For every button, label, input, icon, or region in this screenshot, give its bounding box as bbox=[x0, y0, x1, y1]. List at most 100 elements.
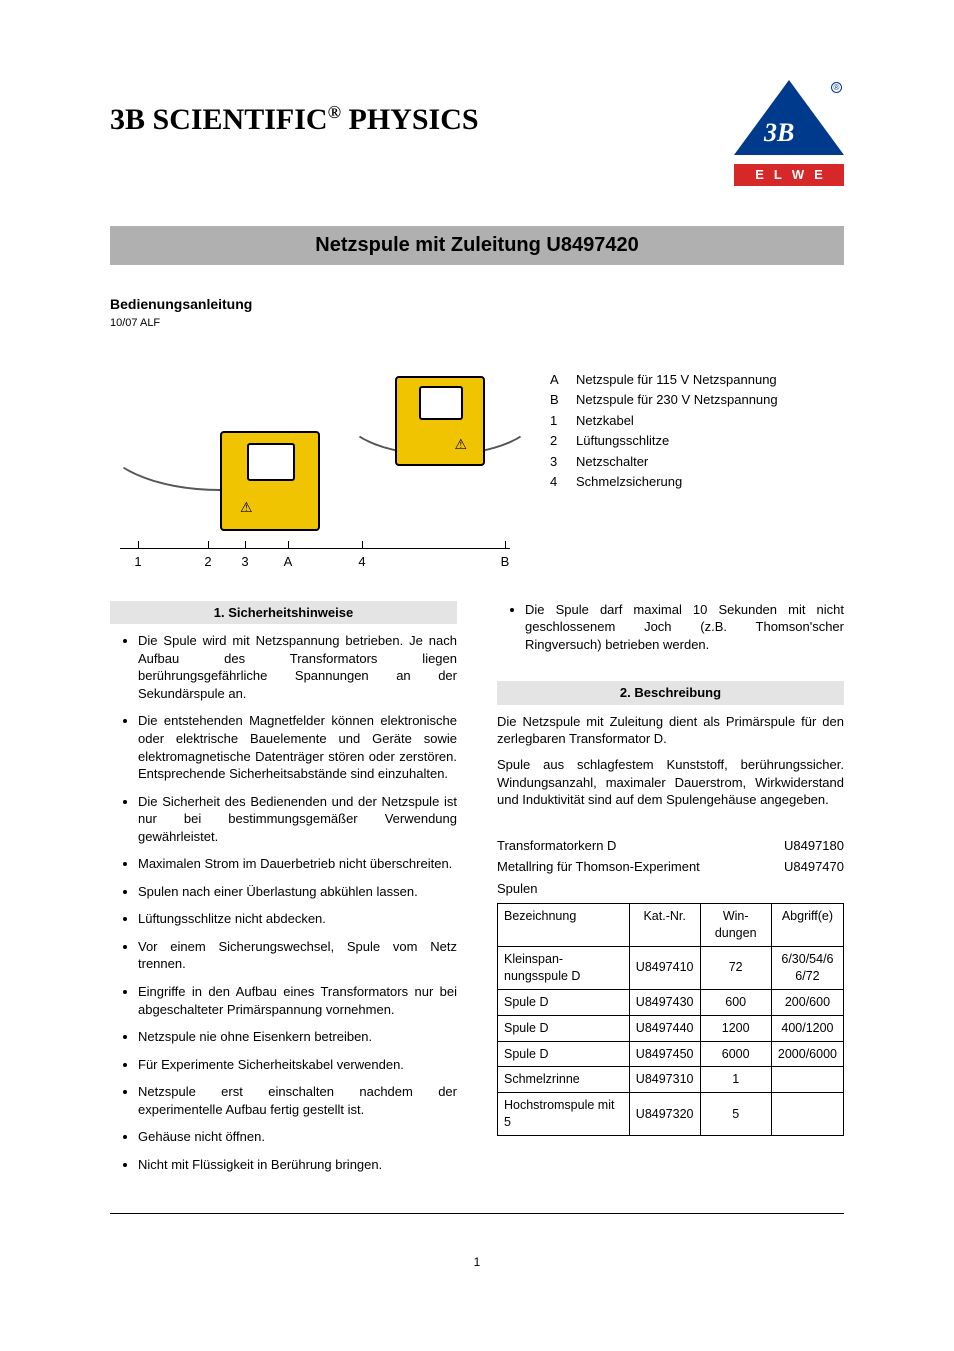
axis-tick-label: 3 bbox=[241, 553, 248, 571]
spacer bbox=[497, 817, 844, 837]
product-figure: ⚠ ⚠ 123A4B bbox=[110, 371, 510, 571]
legend-text: Netzspule für 230 V Netzspannung bbox=[576, 391, 778, 409]
bullet-item: Spulen nach einer Überlastung abkühlen l… bbox=[138, 883, 457, 901]
th-katnr: Kat.-Nr. bbox=[629, 904, 700, 947]
legend-row: B Netzspule für 230 V Netzspannung bbox=[550, 391, 778, 409]
section2-header: 2. Beschreibung bbox=[497, 681, 844, 705]
coil-hole-icon bbox=[419, 386, 463, 420]
logo: 3B ® E L W E bbox=[734, 80, 844, 186]
bullet-item: Für Experimente Sicherheitskabel verwend… bbox=[138, 1056, 457, 1074]
figure-row: ⚠ ⚠ 1 2 3 A 4 B ANetzspule für 115 V Netzspan… bbox=[110, 371, 844, 571]
axis-tick bbox=[362, 541, 363, 549]
table-cell: 6000 bbox=[700, 1041, 771, 1067]
ref-row: Metallring für Thomson-Experiment U84974… bbox=[497, 858, 844, 876]
table-cell: U8497450 bbox=[629, 1041, 700, 1067]
table-cell: U8497430 bbox=[629, 989, 700, 1015]
ref-code: U8497180 bbox=[784, 837, 844, 855]
table-cell: Spule D bbox=[498, 1015, 630, 1041]
warning-icon: ⚠ bbox=[240, 498, 253, 517]
table-cell: U8497320 bbox=[629, 1093, 700, 1136]
header-row: 3B SCIENTIFIC® PHYSICS 3B ® E L W E bbox=[110, 100, 844, 186]
th-windungen: Win­dungen bbox=[700, 904, 771, 947]
legend-text: Netzschalter bbox=[576, 453, 648, 471]
legend-key: 2 bbox=[550, 432, 564, 450]
logo-reg-icon: ® bbox=[831, 82, 842, 93]
table-cell: U8497410 bbox=[629, 947, 700, 990]
table-cell: Spule D bbox=[498, 1041, 630, 1067]
date-code: 10/07 ALF bbox=[110, 316, 844, 331]
table-cell bbox=[771, 1093, 843, 1136]
axis-tick-label: A bbox=[284, 553, 293, 571]
ref-name: Transformatorkern D bbox=[497, 837, 616, 855]
legend-key: B bbox=[550, 391, 564, 409]
th-bezeichnung: Bezeichnung bbox=[498, 904, 630, 947]
table-cell: 72 bbox=[700, 947, 771, 990]
bullet-item: Netzspule erst einschalten nachdem der e… bbox=[138, 1083, 457, 1118]
bullet-item: Die entstehenden Magnetfelder können ele… bbox=[138, 712, 457, 782]
safety-bullets-cont: Die Spule darf maximal 10 Sekunden mit n… bbox=[497, 601, 844, 654]
table-cell: U8497440 bbox=[629, 1015, 700, 1041]
ref-row: Transformatorkern D U8497180 bbox=[497, 837, 844, 855]
table-cell: Kleinspan­nungsspule D bbox=[498, 947, 630, 990]
axis-tick bbox=[138, 541, 139, 549]
section1-header: 1. Sicherheitshinweise bbox=[110, 601, 457, 625]
legend-row: ANetzspule für 115 V Netzspannung bbox=[550, 371, 778, 389]
coil-a-icon: ⚠ bbox=[220, 431, 320, 531]
elwe-letter: E bbox=[755, 166, 764, 184]
table-cell: 6/30/54/6 6/72 bbox=[771, 947, 843, 990]
elwe-letter: E bbox=[814, 166, 823, 184]
bullet-item: Die Spule wird mit Netzspannung betriebe… bbox=[138, 632, 457, 702]
table-cell: 2000/6000 bbox=[771, 1041, 843, 1067]
bullet-item: Netzspule nie ohne Eisenkern betreiben. bbox=[138, 1028, 457, 1046]
ref-name: Metallring für Thomson-Experiment bbox=[497, 858, 700, 876]
table-cell: Spule D bbox=[498, 989, 630, 1015]
axis-tick bbox=[245, 541, 246, 549]
legend-row: 4 Schmelzsicherung bbox=[550, 473, 778, 491]
bullet-item: Lüftungsschlitze nicht abdecken. bbox=[138, 910, 457, 928]
bullet-item: Nicht mit Flüssigkeit in Berührung bring… bbox=[138, 1156, 457, 1174]
legend-key: 4 bbox=[550, 473, 564, 491]
axis-tick bbox=[208, 541, 209, 549]
brand-title: 3B SCIENTIFIC® PHYSICS bbox=[110, 100, 479, 141]
right-column: Die Spule darf maximal 10 Sekunden mit n… bbox=[497, 601, 844, 1184]
coil-hole-icon bbox=[247, 443, 295, 481]
table-row: Kleinspan­nungsspule DU8497410726/30/54/… bbox=[498, 947, 844, 990]
table-row: Spule DU84974401200400/1200 bbox=[498, 1015, 844, 1041]
table-body: Kleinspan­nungsspule DU8497410726/30/54/… bbox=[498, 947, 844, 1136]
spec-table: Bezeichnung Kat.-Nr. Win­dungen Abgriff(… bbox=[497, 903, 844, 1136]
bullet-item: Maximalen Strom im Dauerbetrieb nicht üb… bbox=[138, 855, 457, 873]
section2-para: Die Netzspule mit Zuleitung dient als Pr… bbox=[497, 713, 844, 748]
axis-tick-label: 1 bbox=[134, 553, 141, 571]
th-abgriff: Abgriff(e) bbox=[771, 904, 843, 947]
logo-3b: 3B ® bbox=[734, 80, 844, 160]
brand-suffix: PHYSICS bbox=[341, 103, 479, 136]
title-bar: Netzspule mit Zuleitung U8497420 bbox=[110, 226, 844, 265]
coil-b-icon: ⚠ bbox=[395, 376, 485, 466]
bullet-item: Die Sicherheit des Bedienenden und der N… bbox=[138, 793, 457, 846]
table-cell: Schmelzrinne bbox=[498, 1067, 630, 1093]
legend-key: 3 bbox=[550, 453, 564, 471]
ref-code: U8497470 bbox=[784, 858, 844, 876]
bullet-item: Die Spule darf maximal 10 Sekunden mit n… bbox=[525, 601, 844, 654]
legend-text: Schmelzsicherung bbox=[576, 473, 682, 491]
legend-text: Netzspule für 115 V Netzspannung bbox=[576, 371, 777, 389]
table-cell: U8497310 bbox=[629, 1067, 700, 1093]
table-cell: 600 bbox=[700, 989, 771, 1015]
legend-key: 1 bbox=[550, 412, 564, 430]
table-row: Spule DU8497430600200/600 bbox=[498, 989, 844, 1015]
table-cell: 1 bbox=[700, 1067, 771, 1093]
left-column: 1. Sicherheitshinweise Die Spule wird mi… bbox=[110, 601, 457, 1184]
legend-text: Lüftungsschlitze bbox=[576, 432, 669, 450]
figure-legend: ANetzspule für 115 V Netzspannung B Netzsp… bbox=[550, 371, 778, 571]
spulen-label: Spulen bbox=[497, 880, 844, 898]
axis-line bbox=[120, 548, 510, 549]
legend-row: 3 Netzschalter bbox=[550, 453, 778, 471]
reg-mark: ® bbox=[328, 102, 341, 122]
columns: 1. Sicherheitshinweise Die Spule wird mi… bbox=[110, 601, 844, 1184]
elwe-bar: E L W E bbox=[734, 164, 844, 186]
subheading: Bedienungsanleitung bbox=[110, 295, 844, 314]
elwe-letter: W bbox=[792, 166, 804, 184]
axis-tick-label: 2 bbox=[204, 553, 211, 571]
bullet-item: Gehäuse nicht öffnen. bbox=[138, 1128, 457, 1146]
table-cell bbox=[771, 1067, 843, 1093]
